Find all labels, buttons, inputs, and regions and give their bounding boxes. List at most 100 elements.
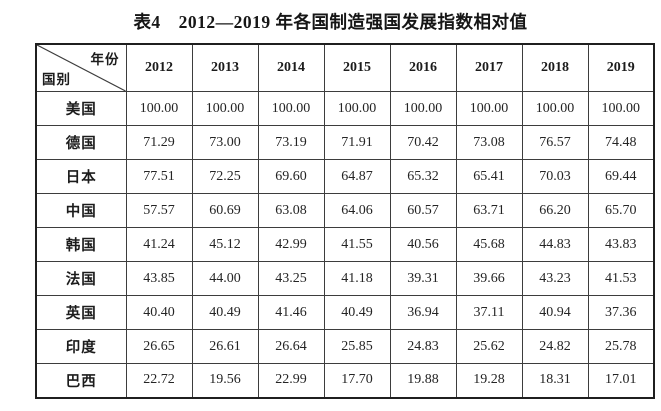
index-value-cell: 41.18 — [323, 261, 391, 296]
country-name-cell: 英国 — [35, 295, 127, 330]
index-value-cell: 69.44 — [587, 159, 655, 194]
index-value-cell: 70.42 — [389, 125, 457, 160]
index-value-cell: 17.70 — [323, 363, 391, 398]
index-value-cell: 66.20 — [521, 193, 589, 228]
index-value-cell: 63.08 — [257, 193, 325, 228]
index-value-cell: 22.99 — [257, 363, 325, 398]
index-value-cell: 100.00 — [323, 91, 391, 126]
table-row: 中国 57.57 60.69 63.08 64.06 60.57 63.71 66.20 65.… — [35, 193, 655, 228]
year-header-cell: 2013 — [191, 43, 259, 92]
year-header-cell: 2019 — [587, 43, 655, 92]
index-value-cell: 25.78 — [587, 329, 655, 364]
index-value-cell: 57.57 — [125, 193, 193, 228]
index-value-cell: 72.25 — [191, 159, 259, 194]
index-value-cell: 40.49 — [323, 295, 391, 330]
table-row: 英国 40.40 40.49 41.46 40.49 36.94 37.11 40.94 37.… — [35, 295, 655, 330]
index-value-cell: 65.70 — [587, 193, 655, 228]
index-value-cell: 43.85 — [125, 261, 193, 296]
index-value-cell: 37.11 — [455, 295, 523, 330]
index-value-cell: 100.00 — [389, 91, 457, 126]
index-value-cell: 26.61 — [191, 329, 259, 364]
year-header-cell: 2012 — [125, 43, 193, 92]
index-value-cell: 44.83 — [521, 227, 589, 262]
index-value-cell: 69.60 — [257, 159, 325, 194]
year-header-cell: 2017 — [455, 43, 523, 92]
index-value-cell: 100.00 — [587, 91, 655, 126]
index-value-cell: 43.25 — [257, 261, 325, 296]
index-value-cell: 100.00 — [125, 91, 193, 126]
index-value-cell: 36.94 — [389, 295, 457, 330]
index-value-cell: 41.24 — [125, 227, 193, 262]
country-name-cell: 德国 — [35, 125, 127, 160]
table-row: 德国 71.29 73.00 73.19 71.91 70.42 73.08 76.57 74.… — [35, 125, 655, 160]
table-row: 韩国 41.24 45.12 42.99 41.55 40.56 45.68 44.83 43.… — [35, 227, 655, 262]
index-value-cell: 42.99 — [257, 227, 325, 262]
index-value-cell: 100.00 — [521, 91, 589, 126]
year-header-cell: 2018 — [521, 43, 589, 92]
index-value-cell: 41.55 — [323, 227, 391, 262]
table-row: 美国 100.00 100.00 100.00 100.00 100.00 100.00 10… — [35, 91, 655, 126]
index-value-cell: 40.94 — [521, 295, 589, 330]
year-header-cell: 2015 — [323, 43, 391, 92]
index-value-cell: 60.57 — [389, 193, 457, 228]
table-row: 日本 77.51 72.25 69.60 64.87 65.32 65.41 70.03 69.… — [35, 159, 655, 194]
index-value-cell: 45.68 — [455, 227, 523, 262]
corner-label-country: 国别 — [42, 72, 71, 87]
index-value-cell: 73.08 — [455, 125, 523, 160]
index-value-cell: 77.51 — [125, 159, 193, 194]
index-value-cell: 64.87 — [323, 159, 391, 194]
index-value-cell: 40.40 — [125, 295, 193, 330]
index-value-cell: 73.00 — [191, 125, 259, 160]
country-name-cell: 法国 — [35, 261, 127, 296]
index-value-cell: 100.00 — [257, 91, 325, 126]
header-row: 年份 国别 2012 2013 2014 2015 2016 2017 2018 2019 — [35, 43, 655, 92]
index-value-cell: 24.82 — [521, 329, 589, 364]
country-name-cell: 韩国 — [35, 227, 127, 262]
index-value-cell: 71.29 — [125, 125, 193, 160]
index-value-cell: 19.28 — [455, 363, 523, 398]
country-name-cell: 中国 — [35, 193, 127, 228]
index-value-cell: 26.64 — [257, 329, 325, 364]
index-value-cell: 63.71 — [455, 193, 523, 228]
index-value-cell: 70.03 — [521, 159, 589, 194]
index-value-cell: 44.00 — [191, 261, 259, 296]
index-value-cell: 74.48 — [587, 125, 655, 160]
index-value-cell: 71.91 — [323, 125, 391, 160]
index-value-cell: 40.49 — [191, 295, 259, 330]
country-name-cell: 印度 — [35, 329, 127, 364]
index-value-cell: 26.65 — [125, 329, 193, 364]
corner-label-year: 年份 — [90, 52, 120, 67]
index-value-cell: 18.31 — [521, 363, 589, 398]
table-caption: 表4 2012—2019 年各国制造强国发展指数相对值 — [133, 12, 528, 32]
year-header-cell: 2016 — [389, 43, 457, 92]
index-value-cell: 41.53 — [587, 261, 655, 296]
index-value-cell: 39.66 — [455, 261, 523, 296]
index-value-cell: 41.46 — [257, 295, 325, 330]
table-row: 巴西 22.72 19.56 22.99 17.70 19.88 19.28 18.31 17.… — [35, 363, 655, 398]
index-value-cell: 22.72 — [125, 363, 193, 398]
index-value-cell: 65.41 — [455, 159, 523, 194]
index-value-cell: 39.31 — [389, 261, 457, 296]
index-value-cell: 25.62 — [455, 329, 523, 364]
index-table: 年份 国别 2012 2013 2014 2015 2016 2017 2018 2019 美… — [35, 43, 655, 399]
index-value-cell: 19.56 — [191, 363, 259, 398]
table-row: 法国 43.85 44.00 43.25 41.18 39.31 39.66 43.23 41.… — [35, 261, 655, 296]
country-name-cell: 日本 — [35, 159, 127, 194]
index-value-cell: 60.69 — [191, 193, 259, 228]
index-value-cell: 40.56 — [389, 227, 457, 262]
country-name-cell: 巴西 — [35, 363, 127, 398]
index-value-cell: 43.83 — [587, 227, 655, 262]
index-value-cell: 17.01 — [587, 363, 655, 398]
index-value-cell: 65.32 — [389, 159, 457, 194]
index-value-cell: 100.00 — [191, 91, 259, 126]
index-value-cell: 64.06 — [323, 193, 391, 228]
index-value-cell: 24.83 — [389, 329, 457, 364]
diagonal-divider-line — [37, 45, 125, 91]
index-value-cell: 25.85 — [323, 329, 391, 364]
index-value-cell: 73.19 — [257, 125, 325, 160]
index-value-cell: 19.88 — [389, 363, 457, 398]
index-value-cell: 76.57 — [521, 125, 589, 160]
index-value-cell: 37.36 — [587, 295, 655, 330]
country-name-cell: 美国 — [35, 91, 127, 126]
